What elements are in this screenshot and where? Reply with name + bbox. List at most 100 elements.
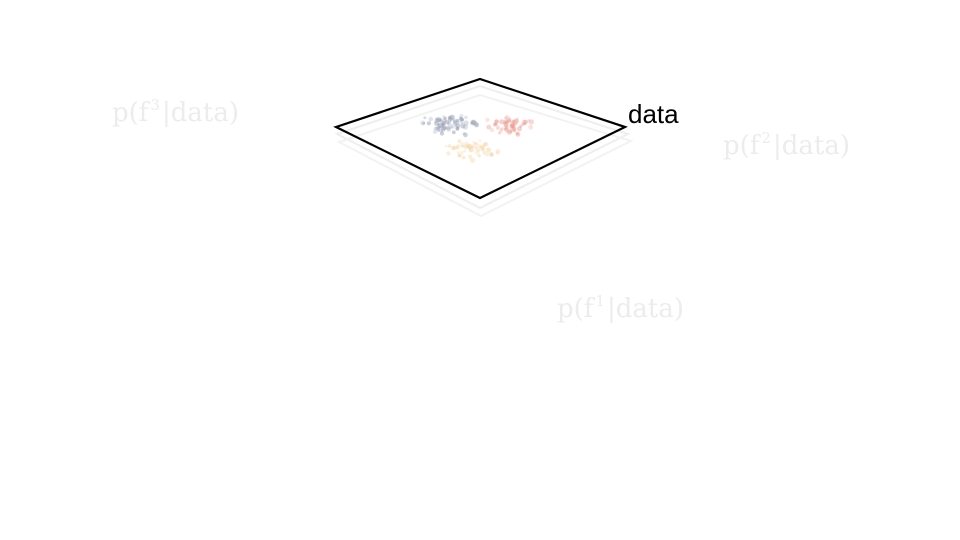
scatter-point: [527, 119, 531, 123]
scatter-point: [432, 129, 438, 134]
scatter-point: [441, 121, 447, 126]
scatter-point: [460, 151, 464, 155]
scatter-point: [434, 118, 440, 123]
scatter-point: [458, 154, 462, 158]
scatter-point: [451, 117, 455, 121]
scatter-point: [455, 145, 460, 150]
scatter-point: [458, 116, 463, 121]
scatter-point: [471, 145, 475, 149]
scatter-point: [436, 124, 442, 129]
scatter-point: [472, 120, 479, 127]
scatter-point: [441, 122, 445, 126]
scatter-point: [435, 126, 439, 130]
scatter-point: [472, 140, 476, 144]
scatter-point: [428, 116, 434, 122]
scatter-point: [523, 119, 528, 125]
scatter-point: [512, 119, 516, 123]
scatter-point: [506, 117, 512, 122]
scatter-point: [515, 132, 521, 137]
scatter-point: [523, 122, 527, 126]
scatter-point: [511, 120, 515, 124]
faded-plane-1: [334, 84, 631, 210]
scatter-point: [515, 117, 519, 121]
scatter-point: [454, 123, 458, 127]
scatter-point: [450, 123, 456, 129]
scatter-point: [521, 119, 527, 125]
scatter-point: [498, 128, 504, 133]
scatter-point: [457, 153, 462, 158]
scatter-point: [477, 154, 481, 158]
scatter-point: [516, 126, 523, 132]
scatter-point: [504, 119, 509, 124]
posterior-f2-label: p(f 2|data): [723, 129, 850, 161]
scatter-point: [466, 144, 471, 148]
scatter-point: [468, 147, 474, 153]
scatter-point: [483, 141, 489, 147]
scatter-point: [468, 143, 473, 149]
scatter-point: [464, 115, 468, 120]
scatter-point: [447, 118, 452, 123]
posterior-f1-label: p(f 1|data): [557, 292, 684, 324]
data-label: data: [628, 99, 679, 129]
scatter-point: [474, 142, 478, 145]
scatter-point: [455, 123, 461, 128]
scatter-point: [512, 120, 518, 126]
scatter-point: [447, 115, 453, 121]
scatter-point: [463, 132, 468, 138]
scatter-point: [459, 114, 464, 118]
scatter-point: [471, 119, 477, 125]
scatter-point: [467, 146, 472, 150]
scatter-point: [493, 122, 497, 127]
scatter-point: [478, 146, 485, 152]
data-plane: [333, 77, 628, 200]
scatter-point: [466, 143, 472, 149]
scatter-point: [437, 123, 443, 129]
scatter-point: [439, 129, 444, 133]
scatter-point: [474, 149, 480, 155]
scatter-point: [447, 122, 452, 127]
scatter-point: [493, 119, 499, 125]
scatter-point: [456, 120, 460, 124]
scatter-point: [456, 119, 460, 123]
scatter-point: [460, 120, 464, 125]
scatter-point: [461, 155, 466, 160]
scatter-point: [446, 125, 451, 131]
scatter-point: [494, 122, 498, 127]
scatter-point: [495, 148, 501, 154]
scatter-point: [442, 122, 445, 126]
scatter-point: [447, 144, 452, 148]
scatter-point: [441, 125, 446, 131]
scatter-point: [470, 120, 476, 126]
scatter-point: [509, 124, 514, 129]
scatter-point: [486, 124, 492, 130]
scatter-point: [510, 122, 516, 128]
scatter-point: [514, 118, 519, 124]
scatter-point: [513, 129, 517, 133]
scatter-point: [446, 121, 450, 125]
scatter-point: [507, 119, 512, 124]
scatter-point: [504, 127, 510, 133]
scatter-point: [503, 121, 509, 127]
scatter-point: [480, 145, 485, 150]
scatter-point: [453, 145, 458, 150]
scatter-point: [474, 122, 479, 128]
scatter-point: [452, 120, 457, 125]
scatter-point: [485, 147, 492, 153]
scatter-point: [489, 152, 494, 157]
scatter-point: [460, 117, 464, 122]
scatter-point: [446, 151, 451, 156]
scatter-point: [506, 118, 512, 124]
scatter-point: [489, 152, 494, 158]
scatter-point: [500, 127, 504, 131]
scatter-point: [474, 146, 479, 150]
scatter-point: [495, 127, 499, 130]
scatter-point: [506, 128, 512, 134]
scatter-point: [504, 116, 508, 120]
scatter-point: [509, 123, 515, 128]
scatter-point: [460, 142, 465, 148]
scatter-point: [512, 121, 518, 127]
scatter-point: [447, 115, 452, 120]
scatter-point: [485, 117, 490, 123]
scatter-point: [451, 130, 456, 135]
scatter-point: [495, 150, 500, 155]
